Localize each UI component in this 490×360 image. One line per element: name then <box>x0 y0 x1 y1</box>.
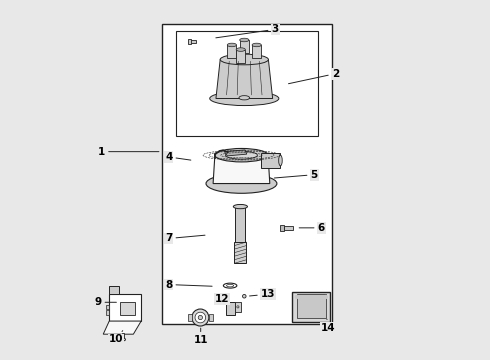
Polygon shape <box>240 40 249 54</box>
Ellipse shape <box>225 151 257 159</box>
Bar <box>106 310 109 315</box>
Polygon shape <box>236 50 245 63</box>
Bar <box>235 302 241 312</box>
Ellipse shape <box>236 48 245 51</box>
Text: 8: 8 <box>165 280 212 289</box>
Text: 1: 1 <box>98 147 159 157</box>
Bar <box>261 153 280 168</box>
Ellipse shape <box>195 312 206 323</box>
Polygon shape <box>227 45 237 58</box>
Text: 10: 10 <box>108 330 123 345</box>
Bar <box>293 292 330 322</box>
Text: 7: 7 <box>165 234 205 243</box>
Bar <box>176 31 318 136</box>
Ellipse shape <box>252 43 261 47</box>
Polygon shape <box>103 321 141 334</box>
Bar <box>280 225 284 231</box>
Bar <box>235 205 245 263</box>
Ellipse shape <box>237 306 239 308</box>
Ellipse shape <box>279 155 282 166</box>
Text: 5: 5 <box>274 170 318 180</box>
Ellipse shape <box>239 96 249 100</box>
Text: 9: 9 <box>95 297 117 307</box>
Bar <box>120 302 135 315</box>
Polygon shape <box>213 155 270 184</box>
Ellipse shape <box>215 148 268 162</box>
Text: 3: 3 <box>216 24 279 38</box>
Ellipse shape <box>233 204 247 209</box>
Text: 2: 2 <box>289 69 339 84</box>
Bar <box>297 294 326 318</box>
Ellipse shape <box>243 294 246 298</box>
Bar <box>188 314 192 321</box>
Ellipse shape <box>294 295 299 299</box>
Ellipse shape <box>227 43 237 47</box>
Ellipse shape <box>223 283 237 288</box>
Bar <box>188 39 191 44</box>
Text: 14: 14 <box>321 319 336 333</box>
Polygon shape <box>224 150 247 156</box>
Polygon shape <box>216 59 272 99</box>
Bar <box>209 314 213 321</box>
Ellipse shape <box>210 91 279 105</box>
Text: 12: 12 <box>215 294 229 304</box>
Ellipse shape <box>226 284 234 287</box>
Ellipse shape <box>220 54 269 65</box>
Bar <box>162 24 332 324</box>
Bar <box>226 302 235 315</box>
Bar <box>284 226 293 230</box>
Text: 11: 11 <box>194 328 208 345</box>
Text: 6: 6 <box>299 223 325 233</box>
Ellipse shape <box>324 295 328 299</box>
Ellipse shape <box>240 38 249 42</box>
Ellipse shape <box>206 174 277 193</box>
Bar <box>109 285 119 294</box>
Ellipse shape <box>192 309 209 326</box>
Bar <box>190 40 196 43</box>
Text: 13: 13 <box>249 289 275 299</box>
Bar <box>109 294 141 321</box>
Text: 4: 4 <box>165 152 191 162</box>
Polygon shape <box>252 45 261 58</box>
Ellipse shape <box>198 315 202 320</box>
Bar <box>234 242 246 263</box>
Bar <box>106 305 109 309</box>
Bar <box>122 333 124 339</box>
Ellipse shape <box>121 338 125 341</box>
